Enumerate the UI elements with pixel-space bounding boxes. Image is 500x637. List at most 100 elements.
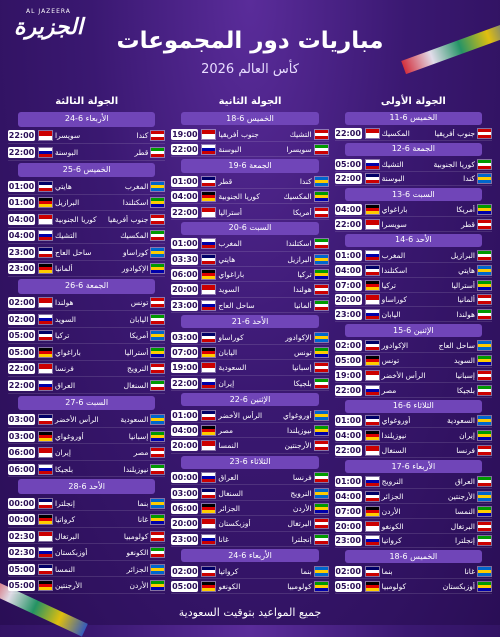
match-row: أستراليا باراغواي 05:00 xyxy=(8,345,166,361)
flag xyxy=(201,565,217,577)
team-name: نيوزيلندا xyxy=(286,426,312,435)
match-row: إيران نيوزيلندا 04:00 xyxy=(334,429,492,444)
flag xyxy=(201,143,217,155)
day-header: الخميس 6-25 xyxy=(18,162,156,178)
flag xyxy=(364,475,380,487)
team-name: كولومبيا xyxy=(287,581,312,591)
team-name: العراق xyxy=(55,381,76,390)
match-row: قطر البوسنة 22:00 xyxy=(8,145,166,161)
team-name: قطر xyxy=(461,220,475,230)
logo-latin: AL JAZEERA xyxy=(26,8,71,15)
match-time: 19:00 xyxy=(171,362,199,374)
match-row: بلجيكا إيران 22:00 xyxy=(171,377,329,392)
match-row: تونس اليابان 07:00 xyxy=(171,346,329,361)
flag xyxy=(38,263,53,275)
day-header: السبت 6-27 xyxy=(18,395,156,411)
flag xyxy=(364,581,380,593)
match-time: 22:00 xyxy=(8,363,35,375)
flag xyxy=(364,415,380,427)
flag xyxy=(201,269,217,281)
match-time: 23:00 xyxy=(8,263,35,275)
round-column: الجولة الثانية الخميس 6-18 التشيك جنوب أفري… xyxy=(171,94,329,595)
match-row: الأرجنتين الجزائر 04:00 xyxy=(334,490,492,504)
flag xyxy=(477,127,492,139)
match-row: جنوب أفريقيا كوريا الجنوبية 04:00 xyxy=(8,212,166,228)
flag xyxy=(201,206,217,218)
team-name: هولندا xyxy=(55,298,74,308)
team-name: إيران xyxy=(459,431,475,441)
flag xyxy=(364,309,380,321)
match-time: 22:00 xyxy=(334,127,362,139)
match-time: 03:30 xyxy=(171,253,199,265)
flag xyxy=(38,363,53,375)
flag xyxy=(313,191,329,203)
flag xyxy=(201,533,217,545)
flag xyxy=(38,180,53,192)
team-name: أوزبكستان xyxy=(218,519,251,529)
match-time: 00:00 xyxy=(8,497,35,509)
flag xyxy=(150,447,166,459)
team-name: السنغال xyxy=(123,381,149,390)
team-name: بنما xyxy=(300,566,312,576)
match-time: 20:00 xyxy=(334,520,362,532)
match-time: 20:00 xyxy=(171,518,199,530)
team-name: كوريا الجنوبية xyxy=(433,159,475,169)
schedule: الجولة الأولى الخميس 6-11 جنوب أفريقيا المك… xyxy=(8,94,492,595)
match-row: نيوزيلندا بلجيكا 06:00 xyxy=(8,462,166,478)
team-name: ساحل العاج xyxy=(218,300,255,310)
flag xyxy=(150,330,166,342)
match-time: 07:00 xyxy=(171,347,199,359)
team-name: إنجلترا xyxy=(291,534,312,544)
flag xyxy=(38,146,53,158)
team-name: باراغواي xyxy=(55,347,81,357)
team-name: الأرجنتين xyxy=(284,441,312,451)
team-name: هايتي xyxy=(218,254,236,264)
match-row: كندا سويسرا 22:00 xyxy=(8,129,166,145)
match-row: كندا قطر 01:00 xyxy=(171,175,329,189)
match-time: 22:00 xyxy=(8,130,35,142)
flag xyxy=(313,175,329,187)
match-row: السنغال العراق 22:00 xyxy=(8,378,166,394)
team-name: أمريكا xyxy=(292,207,312,217)
flag xyxy=(477,415,492,427)
day-header: الأربعاء 6-24 xyxy=(181,548,319,563)
flag xyxy=(477,520,492,532)
flag xyxy=(38,530,53,542)
day-header: الخميس 6-18 xyxy=(181,112,319,126)
match-time: 05:00 xyxy=(171,580,199,592)
flag xyxy=(364,127,380,139)
match-row: غانا بنما 02:00 xyxy=(334,565,492,580)
match-time: 05:00 xyxy=(334,354,362,366)
flag xyxy=(150,146,166,158)
flag xyxy=(313,362,329,374)
match-row: فرنسا العراق 00:00 xyxy=(171,471,329,486)
team-name: كرواتيا xyxy=(55,515,76,525)
match-row: بنما كرواتيا 02:00 xyxy=(171,564,329,579)
team-name: تونس xyxy=(381,355,400,365)
team-name: أوزبكستان xyxy=(55,548,88,558)
flag xyxy=(477,173,492,185)
flag xyxy=(364,173,380,185)
match-time: 23:00 xyxy=(171,533,199,545)
flag xyxy=(313,269,329,281)
match-time: 02:00 xyxy=(8,313,35,325)
match-row: أوزبكستان كولومبيا 05:00 xyxy=(334,580,492,594)
day-header: السبت 6-20 xyxy=(181,221,319,236)
match-time: 00:00 xyxy=(8,514,35,526)
flag xyxy=(38,313,53,325)
match-time: 02:00 xyxy=(171,565,199,577)
team-name: السعودية xyxy=(446,416,475,426)
match-row: قطر سويسرا 22:00 xyxy=(334,218,492,232)
team-name: المكسيك xyxy=(283,192,312,202)
flag xyxy=(364,566,380,578)
flag xyxy=(364,535,380,547)
team-name: المغرب xyxy=(124,181,149,191)
team-name: الأرجنتين xyxy=(447,491,475,501)
match-time: 02:30 xyxy=(8,547,35,559)
match-time: 04:00 xyxy=(334,430,362,442)
flag xyxy=(38,230,53,242)
flag xyxy=(313,409,329,421)
team-name: تركيا xyxy=(55,331,70,341)
team-name: اليابان xyxy=(129,314,149,324)
